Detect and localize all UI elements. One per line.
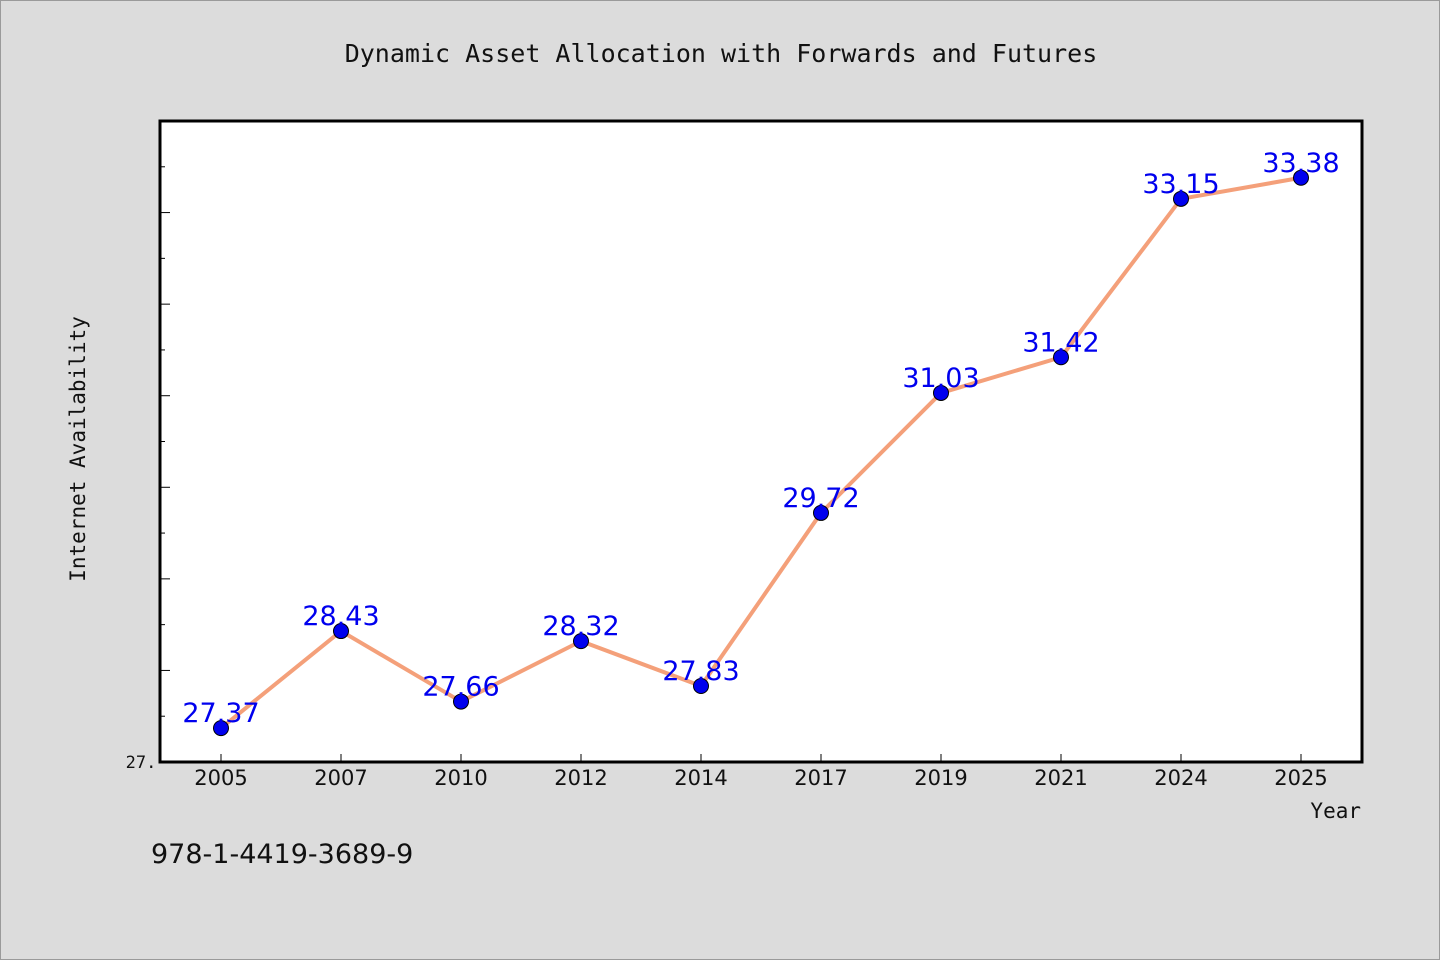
data-point: [333, 623, 349, 640]
x-tick-label: 2017: [794, 766, 847, 790]
series-line: [219, 175, 1302, 730]
x-tick-label: 2005: [194, 766, 247, 790]
data-label: 27.37: [182, 698, 259, 729]
x-axis-label: Year: [1310, 799, 1361, 823]
data-label: 33.15: [1142, 169, 1219, 200]
x-axis-ticks: 2005 2007 2010 2012 2014 2017 2019 2021 2024 2025: [194, 754, 1328, 790]
x-tick-label: 2010: [434, 766, 487, 790]
data-label: 33.38: [1262, 148, 1339, 179]
x-tick-label: 2014: [674, 766, 727, 790]
chart-title: Dynamic Asset Allocation with Forwards a…: [345, 39, 1098, 68]
x-tick-label: 2007: [314, 766, 367, 790]
data-point: [1293, 169, 1309, 186]
x-tick-label: 2024: [1154, 766, 1207, 790]
x-tick-label: 2012: [554, 766, 607, 790]
y-axis-ticks: [160, 120, 170, 763]
x-tick-label: 2021: [1034, 766, 1087, 790]
data-point: [813, 504, 829, 521]
data-point: [693, 677, 709, 694]
data-label: 31.42: [1022, 327, 1099, 358]
data-label: 27.83: [662, 656, 739, 687]
data-label: 27.66: [422, 672, 499, 703]
y-tick-label: 27.: [126, 753, 157, 773]
data-point: [213, 720, 229, 737]
x-tick-label: 2025: [1274, 766, 1327, 790]
data-labels: 27.37 28.43 27.66 28.32 27.83 29.72 31.03 31.42…: [182, 148, 1339, 729]
data-markers: [213, 169, 1309, 737]
data-point: [1173, 190, 1189, 207]
y-axis-label: Internet Availability: [66, 316, 90, 582]
data-point: [933, 384, 949, 401]
data-label: 28.32: [542, 611, 619, 642]
isbn-annotation: 978-1-4419-3689-9: [151, 839, 413, 870]
data-point: [453, 693, 469, 710]
data-label: 28.43: [302, 601, 379, 632]
plot-area: [158, 119, 1364, 764]
x-tick-label: 2019: [914, 766, 967, 790]
data-point: [573, 633, 589, 650]
data-label: 29.72: [782, 483, 859, 514]
data-label: 31.03: [902, 363, 979, 394]
data-point: [1053, 349, 1069, 366]
